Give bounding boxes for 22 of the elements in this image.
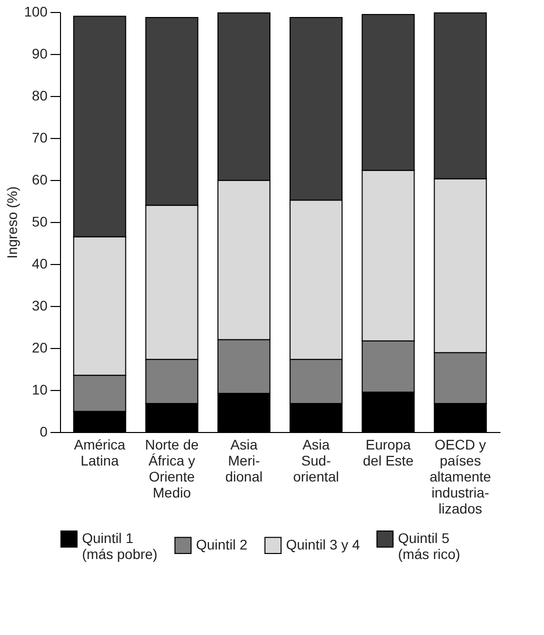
y-tick-label: 0: [40, 424, 48, 440]
y-tick-label: 90: [32, 46, 48, 62]
x-tick-label: Europa del Este: [362, 436, 414, 468]
x-tick-label: Asia Sud- oriental: [293, 436, 340, 484]
y-tick-label: 10: [32, 382, 48, 398]
legend-label: Quintil 3 y 4: [286, 536, 360, 552]
y-tick-label: 30: [32, 298, 48, 314]
x-tick-label: Norte de África y Oriente Medio: [144, 436, 199, 500]
y-tick-label: 40: [32, 256, 48, 272]
legend-label: Quintil 5 (más rico): [398, 530, 460, 562]
x-tick-label: OECD y países altamente industria- lizados: [430, 436, 492, 516]
y-tick-label: 20: [32, 340, 48, 356]
y-tick-label: 70: [32, 130, 48, 146]
x-tick-label: América Latina: [74, 436, 126, 468]
x-tick-label: Asia Meri- dional: [225, 436, 263, 484]
legend-label: Quintil 1 (más pobre): [82, 530, 158, 562]
y-tick-label: 50: [32, 214, 48, 230]
y-tick-label: 60: [32, 172, 48, 188]
y-tick-label: 100: [24, 4, 48, 20]
y-tick-label: 80: [32, 88, 48, 104]
y-axis-title: Ingreso (%): [4, 186, 20, 259]
legend-label: Quintil 2: [196, 536, 248, 552]
